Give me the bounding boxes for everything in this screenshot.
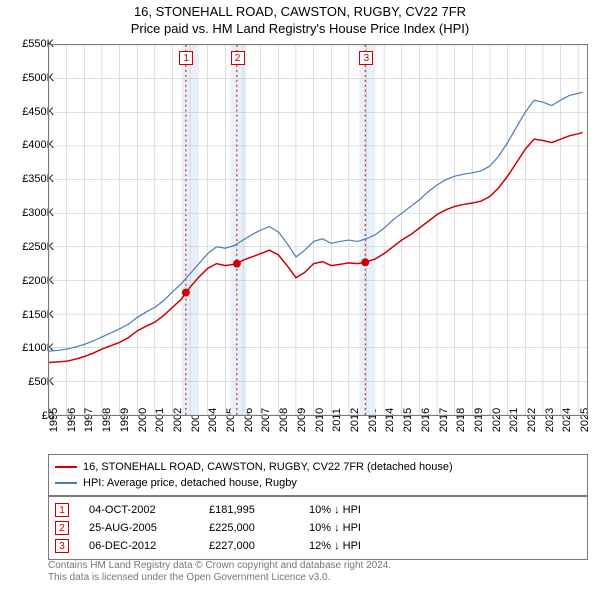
legend: 16, STONEHALL ROAD, CAWSTON, RUGBY, CV22… (48, 454, 588, 496)
legend-label-series1: HPI: Average price, detached house, Rugb… (83, 477, 297, 489)
chart-plot-area: 1 2 3 (48, 44, 588, 416)
chart-event-marker: 2 (231, 51, 245, 65)
event-marker-3: 3 (55, 539, 69, 553)
event-marker-1: 1 (55, 503, 69, 517)
event-date-2: 25-AUG-2005 (89, 522, 189, 534)
event-price-1: £181,995 (209, 504, 289, 516)
chart-event-marker: 1 (179, 51, 193, 65)
chart-title-line2: Price paid vs. HM Land Registry's House … (0, 21, 600, 38)
event-num-3: 3 (59, 541, 65, 552)
event-row: 2 25-AUG-2005 £225,000 10% ↓ HPI (55, 519, 581, 537)
event-num-2: 2 (59, 523, 65, 534)
event-date-3: 06-DEC-2012 (89, 540, 189, 552)
footer-line1: Contains HM Land Registry data © Crown c… (48, 560, 588, 572)
event-num-1: 1 (59, 505, 65, 516)
event-date-1: 04-OCT-2002 (89, 504, 189, 516)
legend-row-series0: 16, STONEHALL ROAD, CAWSTON, RUGBY, CV22… (55, 459, 581, 475)
event-row: 1 04-OCT-2002 £181,995 10% ↓ HPI (55, 501, 581, 519)
event-marker-2: 2 (55, 521, 69, 535)
events-table: 1 04-OCT-2002 £181,995 10% ↓ HPI 2 25-AU… (48, 496, 588, 560)
event-diff-1: 10% ↓ HPI (309, 504, 389, 516)
chart-event-marker: 3 (359, 51, 373, 65)
chart-svg (49, 45, 587, 415)
event-diff-2: 10% ↓ HPI (309, 522, 389, 534)
legend-swatch-series1 (55, 482, 77, 484)
legend-row-series1: HPI: Average price, detached house, Rugb… (55, 475, 581, 491)
chart-title-line1: 16, STONEHALL ROAD, CAWSTON, RUGBY, CV22… (0, 4, 600, 21)
event-diff-3: 12% ↓ HPI (309, 540, 389, 552)
event-row: 3 06-DEC-2012 £227,000 12% ↓ HPI (55, 537, 581, 555)
event-price-2: £225,000 (209, 522, 289, 534)
footer-line2: This data is licensed under the Open Gov… (48, 572, 588, 584)
chart-title-block: 16, STONEHALL ROAD, CAWSTON, RUGBY, CV22… (0, 0, 600, 38)
legend-swatch-series0 (55, 466, 77, 468)
page: 16, STONEHALL ROAD, CAWSTON, RUGBY, CV22… (0, 0, 600, 590)
footer-attribution: Contains HM Land Registry data © Crown c… (48, 560, 588, 584)
legend-label-series0: 16, STONEHALL ROAD, CAWSTON, RUGBY, CV22… (83, 461, 453, 473)
event-price-3: £227,000 (209, 540, 289, 552)
